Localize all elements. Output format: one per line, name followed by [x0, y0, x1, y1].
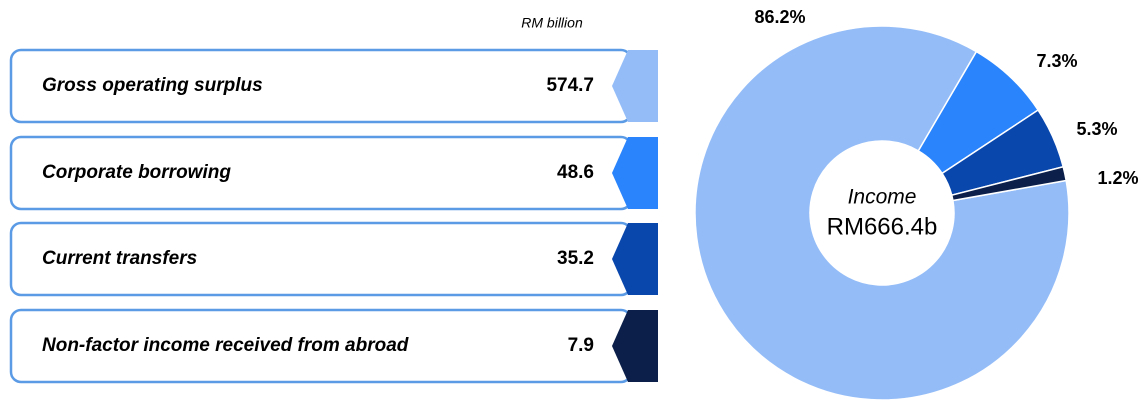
- item-amount: 35.2: [557, 248, 594, 269]
- item-chevron: [612, 310, 658, 382]
- item-amount: 574.7: [546, 75, 594, 96]
- item-label: Corporate borrowing: [42, 162, 231, 183]
- donut-slice: [694, 25, 1070, 401]
- item-label: Current transfers: [42, 248, 197, 269]
- item-label: Gross operating surplus: [42, 75, 263, 96]
- slice-label: 86.2%: [754, 7, 805, 27]
- item-label: Non-factor income received from abroad: [42, 335, 409, 356]
- item-amount: 48.6: [557, 162, 594, 183]
- item-chevron: [612, 50, 658, 122]
- item-chevron: [612, 223, 658, 295]
- item-amount: 7.9: [568, 335, 594, 356]
- unit-label: RM billion: [521, 15, 583, 31]
- center-title: Income: [848, 186, 917, 209]
- donut-slice: [950, 165, 1068, 202]
- slice-label: 7.3%: [1036, 51, 1077, 71]
- item-chevron: [612, 137, 658, 209]
- center-value: RM666.4b: [827, 213, 938, 240]
- slice-label: 5.3%: [1076, 119, 1117, 139]
- slice-label: 1.2%: [1097, 168, 1138, 188]
